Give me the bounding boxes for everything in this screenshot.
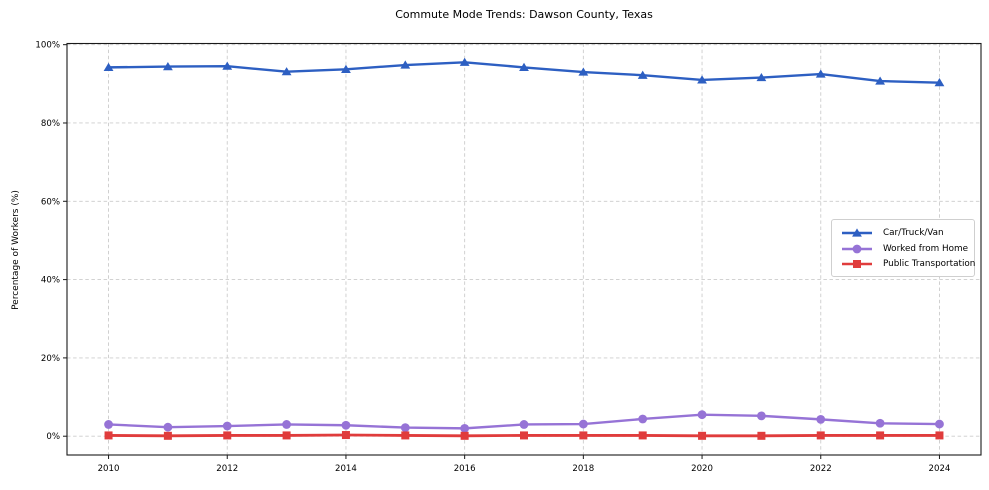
x-tick-label: 2022 — [810, 464, 832, 474]
series-marker-public-transportation — [282, 431, 291, 440]
y-tick-label: 80% — [41, 119, 60, 129]
x-tick-label: 2018 — [572, 464, 594, 474]
legend-item-car-truck-van: Car/Truck/Van — [841, 225, 966, 241]
series-marker-worked-from-home — [757, 411, 766, 421]
series-marker-car-truck-van — [934, 78, 945, 87]
series-marker-public-transportation — [401, 431, 410, 440]
series-marker-car-truck-van — [281, 67, 292, 76]
series-marker-car-truck-van — [697, 75, 707, 84]
series-marker-public-transportation — [757, 431, 766, 440]
series-marker-public-transportation — [935, 431, 944, 440]
x-tick-label: 2020 — [691, 464, 713, 474]
legend-item-public-transportation: Public Transportation — [841, 256, 975, 272]
legend-label: Public Transportation — [883, 259, 976, 270]
series-marker-worked-from-home — [222, 421, 232, 431]
legend-item-worked-from-home: Worked from Home — [841, 241, 969, 257]
x-tick-label: 2014 — [335, 464, 357, 474]
series-marker-public-transportation — [816, 431, 825, 440]
series-marker-car-truck-van — [756, 72, 767, 82]
series-marker-public-transportation — [341, 431, 350, 440]
series-marker-worked-from-home — [638, 414, 648, 424]
series-marker-car-truck-van — [162, 62, 173, 71]
plot-frame — [66, 42, 982, 456]
series-marker-worked-from-home — [163, 422, 173, 432]
y-tick-label: 40% — [41, 276, 60, 286]
series-marker-worked-from-home — [816, 414, 826, 424]
series-marker-public-transportation — [104, 431, 113, 440]
series-marker-worked-from-home — [578, 419, 588, 429]
series-marker-car-truck-van — [519, 62, 529, 71]
series-marker-public-transportation — [223, 431, 232, 440]
x-tick-label: 2012 — [216, 464, 238, 474]
series-marker-worked-from-home — [341, 420, 351, 430]
series-marker-car-truck-van — [578, 67, 589, 76]
series-marker-car-truck-van — [400, 60, 411, 69]
series-public-transportation — [104, 431, 944, 440]
legend: Car/Truck/Van Worked from Home Public Tran… — [831, 219, 975, 277]
legend-triangle-icon — [842, 228, 872, 237]
series-marker-public-transportation — [520, 431, 528, 440]
y-tick-label: 0% — [46, 432, 60, 442]
y-tick-label: 60% — [41, 197, 60, 207]
series-marker-worked-from-home — [104, 420, 113, 429]
series-marker-worked-from-home — [875, 418, 885, 428]
series-marker-car-truck-van — [637, 70, 648, 79]
x-tick-label: 2016 — [454, 464, 476, 474]
series-marker-public-transportation — [876, 431, 885, 440]
x-tick-label: 2024 — [929, 464, 951, 474]
series-car-truck-van — [103, 57, 945, 87]
series-marker-public-transportation — [638, 431, 647, 440]
chart-title: Commute Mode Trends: Dawson County, Texa… — [395, 8, 653, 21]
legend-marker-car-truck-van — [852, 228, 862, 237]
series-marker-worked-from-home — [282, 420, 291, 429]
series-marker-worked-from-home — [519, 420, 529, 429]
series-marker-worked-from-home — [460, 423, 470, 433]
x-tick-label: 2010 — [98, 464, 120, 474]
series-marker-car-truck-van — [341, 64, 351, 73]
legend-circle-icon — [842, 244, 872, 253]
legend-marker-public-transportation — [853, 260, 861, 269]
y-tick-label: 100% — [35, 41, 60, 51]
series-marker-worked-from-home — [697, 410, 707, 420]
series-marker-public-transportation — [579, 431, 588, 440]
series-marker-car-truck-van — [875, 76, 886, 85]
series-marker-car-truck-van — [459, 57, 470, 66]
y-tick-label: 20% — [41, 354, 60, 364]
series-marker-public-transportation — [163, 431, 172, 440]
legend-label: Car/Truck/Van — [883, 227, 944, 238]
legend-marker-worked-from-home — [852, 244, 862, 253]
series-marker-public-transportation — [460, 431, 469, 440]
series-marker-car-truck-van — [103, 62, 114, 71]
series-marker-car-truck-van — [222, 61, 233, 70]
series-worked-from-home — [104, 410, 944, 433]
legend-square-icon — [842, 260, 872, 269]
series-marker-public-transportation — [698, 431, 707, 440]
series-marker-worked-from-home — [400, 423, 410, 432]
series-marker-car-truck-van — [815, 69, 826, 78]
legend-label: Worked from Home — [883, 243, 969, 254]
series-marker-worked-from-home — [935, 419, 944, 429]
